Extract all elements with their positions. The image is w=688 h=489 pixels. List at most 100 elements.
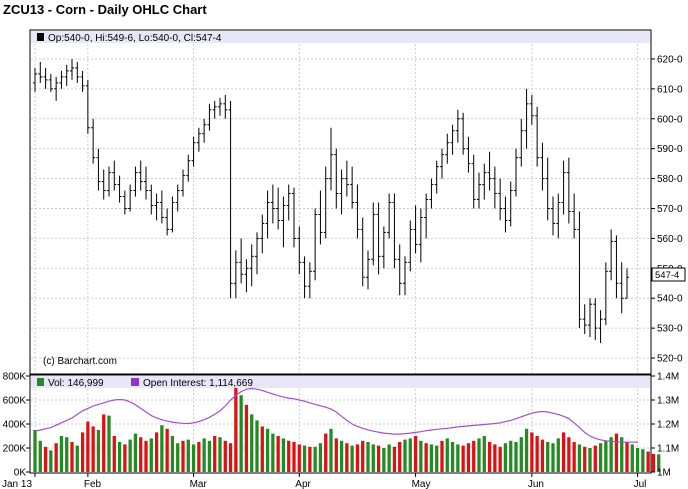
volume-bar [186,439,190,472]
volume-bar [498,446,502,472]
volume-bar [213,436,217,472]
volume-tick-label: 800K [3,372,27,383]
volume-bar [154,432,159,472]
ohlc-bar [381,226,386,269]
oi-tick-label: 1M [657,468,671,479]
volume-bar [503,443,508,472]
volume-bar [450,442,455,472]
volume-bar [133,433,138,472]
ohlc-bar [276,187,281,230]
ohlc-bar [244,259,249,293]
ohlc-bar [619,262,624,314]
ohlc-bar [228,100,233,299]
volume-bar [561,432,566,472]
volume-bar [614,433,619,472]
ohlc-bar [529,94,534,125]
last-price-marker: 547-4 [651,267,686,282]
ohlc-bar [514,148,518,197]
last-price-label: 547-4 [655,270,679,281]
ohlc-bar [524,88,529,149]
ohlc-bar [107,166,111,197]
volume-legend-bg [31,376,650,388]
ohlc-bar [598,310,603,344]
volume-bar [170,436,175,472]
ohlc-bar [408,220,413,272]
ohlc-bar [603,262,608,326]
volume-legend-swatch [37,378,44,386]
ohlc-bar [138,160,143,191]
ohlc-bar [487,151,492,191]
ohlc-bar [614,235,619,299]
ohlc-bar [535,106,540,167]
ohlc-bar [577,211,582,329]
volume-bar [620,437,624,472]
volume-bar [191,444,196,472]
volume-bar [96,430,101,472]
volume-bar [440,440,444,472]
volume-bar [207,440,212,472]
volume-bar [281,438,286,472]
volume-bar [509,440,513,472]
volume-bar [197,442,201,472]
volume-bar [308,446,312,472]
ohlc-bar [218,97,222,116]
ohlc-bar [101,169,106,200]
ohlc-bar [33,67,37,92]
volume-bar [477,438,481,472]
ohlc-bar [588,298,592,338]
ohlc-bar [255,232,259,275]
volume-bar [546,442,550,472]
ohlc-bar [54,76,59,101]
price-axis: 520-0530-0540-0550-0560-0570-0580-0590-0… [651,54,683,365]
ohlc-bar [498,178,503,221]
volume-bar [38,440,42,472]
watermark: (c) Barchart.com [43,356,117,367]
x-tick-label: Mar [190,479,208,489]
ohlc-bar [371,202,376,266]
price-tick-label: 530-0 [657,324,683,335]
ohlc-bar [286,184,291,221]
volume-bar [646,451,650,472]
volume-bar [403,439,407,472]
volume-bar [144,440,148,472]
volume-bar [630,444,634,472]
ohlc-bar [339,169,344,215]
ohlc-bar [64,64,69,86]
volume-bar [239,395,243,472]
volume-bar [297,444,301,472]
volume-bar [641,449,645,472]
volume-bars [33,388,661,472]
volume-bar [567,437,571,472]
volume-bar [493,444,497,472]
volume-bar [461,445,465,472]
volume-bar [123,444,127,472]
ohlc-bar [477,172,481,209]
volume-bar [228,443,233,472]
volume-bar [413,436,418,472]
ohlc-bar [572,193,577,239]
volume-bar [250,414,254,472]
ohlc-bar [461,112,466,155]
volume-bar [514,442,518,472]
volume-bar [583,446,587,472]
volume-bar [287,440,291,472]
volume-bar [635,448,640,472]
ohlc-bar [239,238,244,284]
ohlc-bar [112,160,117,191]
ohlc-bar [133,166,138,197]
ohlc-bar [196,127,201,152]
x-tick-label: Jun [528,479,544,489]
volume-bar [59,436,64,472]
ohlc-bar [593,298,598,341]
ohlc-bar [450,124,455,155]
ohlc-bar [38,61,43,83]
ohlc-bar [556,193,561,239]
volume-bar [466,443,471,472]
volume-bar [472,440,476,472]
ohlc-bar [223,94,228,119]
oi-tick-label: 1.2M [657,420,679,431]
ohlc-bar [397,244,402,296]
volume-bar [318,443,323,472]
volume-bar [223,440,227,472]
